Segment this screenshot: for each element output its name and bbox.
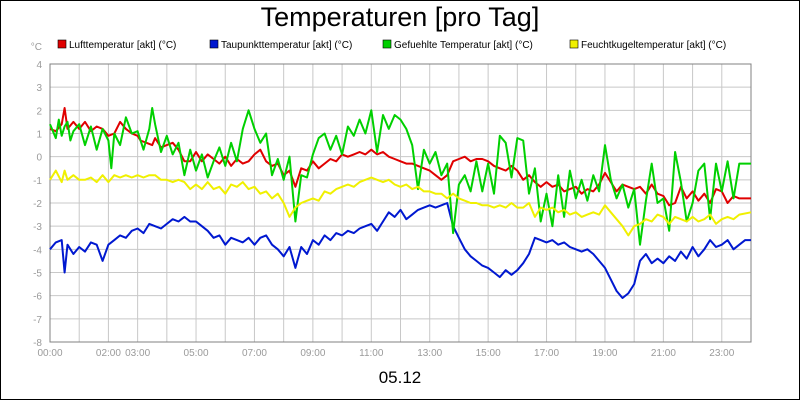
y-axis-unit: °C	[31, 42, 42, 53]
x-tick-label: 23:00	[709, 348, 734, 359]
y-tick-label: -2	[33, 199, 42, 210]
y-tick-label: 0	[36, 153, 42, 164]
x-tick-label: 00:00	[37, 348, 62, 359]
x-tick-label: 15:00	[476, 348, 501, 359]
legend-label-2: Taupunkttemperatur [akt] (°C)	[221, 40, 352, 51]
x-tick-label: 21:00	[651, 348, 676, 359]
y-tick-label: -1	[33, 176, 42, 187]
x-tick-label: 05:00	[184, 348, 209, 359]
legend-swatch-1	[57, 39, 67, 49]
series-line-4	[49, 169, 752, 237]
series-line-3	[49, 107, 751, 246]
x-tick-label: 09:00	[300, 348, 325, 359]
x-tick-label: 07:00	[242, 348, 267, 359]
x-tick-label: 13:00	[417, 348, 442, 359]
x-tick-label: 17:00	[534, 348, 559, 359]
y-tick-label: -3	[33, 222, 42, 233]
plot-border	[49, 63, 752, 343]
x-tick-label: 02:00	[96, 348, 121, 359]
legend-swatch-2	[209, 39, 219, 49]
legend-swatch-4	[569, 39, 579, 49]
y-tick-label: 4	[36, 60, 42, 71]
y-tick-label: 2	[36, 106, 42, 117]
y-tick-label: -5	[33, 269, 42, 280]
y-tick-label: -8	[33, 338, 42, 349]
y-tick-label: 3	[36, 83, 42, 94]
date-label: 05.12	[378, 368, 422, 387]
legend-label-1: Lufttemperatur [akt] (°C)	[69, 40, 176, 51]
legend-label-4: Feuchtkugeltemperatur [akt] (°C)	[581, 40, 726, 51]
series-line-2	[49, 202, 751, 299]
y-tick-label: 1	[36, 130, 42, 141]
y-tick-label: -4	[33, 245, 42, 256]
y-tick-label: -6	[33, 292, 42, 303]
x-tick-label: 11:00	[359, 348, 384, 359]
x-tick-label: 03:00	[125, 348, 150, 359]
y-tick-label: -7	[33, 315, 42, 326]
series-line-1	[49, 107, 751, 207]
legend-label-3: Gefuehlte Temperatur [akt] (°C)	[394, 40, 533, 51]
chart-title: Temperaturen [pro Tag]	[260, 2, 540, 32]
x-tick-label: 19:00	[592, 348, 617, 359]
legend-swatch-3	[382, 39, 392, 49]
